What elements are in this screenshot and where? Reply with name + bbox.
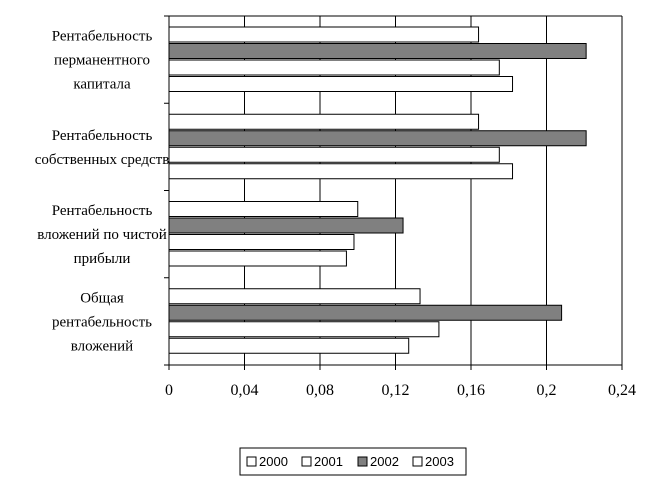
- bar-2002: [168, 217, 404, 234]
- bar-2002: [168, 43, 587, 59]
- category-label: вложений по чистой: [37, 227, 167, 243]
- category-label: собственных средств: [35, 152, 170, 168]
- bar-2000: [168, 288, 421, 305]
- legend-label-2002: 2002: [370, 454, 399, 469]
- x-tick-label: 0,16: [457, 382, 485, 399]
- x-tick-label: 0,04: [231, 382, 259, 399]
- category-label: капитала: [73, 77, 131, 93]
- x-tick-label: 0,24: [608, 382, 636, 399]
- bar-2001: [168, 321, 440, 338]
- bar-2003: [168, 76, 514, 92]
- legend-label-2003: 2003: [425, 454, 454, 469]
- category-label: вложений: [71, 338, 133, 354]
- legend-swatch-2002: [357, 456, 368, 467]
- category-label: Рентабельность: [52, 128, 153, 144]
- category-label: прибыли: [74, 251, 131, 267]
- x-tick-label: 0: [165, 382, 173, 399]
- category-label: Общая: [80, 290, 124, 306]
- bar-2001: [168, 146, 500, 163]
- bar-2000: [168, 113, 480, 130]
- bar-2003: [168, 250, 347, 267]
- legend-label-2000: 2000: [259, 454, 288, 469]
- bar-2002: [168, 304, 563, 321]
- legend: [239, 447, 467, 476]
- bar-2000: [168, 201, 359, 217]
- legend-swatch-2000: [246, 456, 257, 467]
- legend-swatch-2003: [412, 456, 423, 467]
- category-label: рентабельность: [52, 314, 152, 330]
- x-tick-label: 0,12: [382, 382, 410, 399]
- bar-2003: [168, 163, 514, 180]
- bar-2001: [168, 234, 355, 250]
- bar-2002: [168, 130, 587, 147]
- category-label: перманентного: [54, 53, 150, 69]
- x-tick-label: 0,08: [306, 382, 334, 399]
- x-tick-label: 0,2: [537, 382, 557, 399]
- bar-2000: [168, 26, 480, 43]
- bar-2001: [168, 59, 500, 76]
- legend-swatch-2001: [301, 456, 312, 467]
- category-label: Рентабельность: [52, 29, 153, 45]
- category-label: Рентабельность: [52, 203, 153, 219]
- legend-label-2001: 2001: [314, 454, 343, 469]
- bar-2003: [168, 337, 410, 354]
